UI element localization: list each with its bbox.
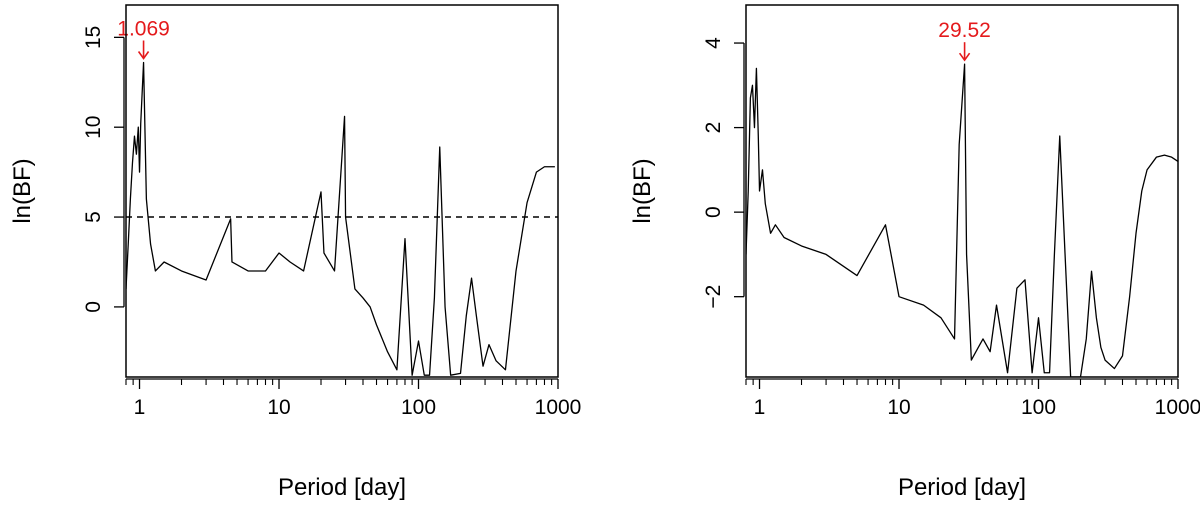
- right-y-axis: −2 0 2 4: [702, 37, 745, 309]
- left-y-axis-label: ln(BF): [9, 158, 36, 223]
- left-x-tick-label: 1000: [535, 396, 582, 419]
- right-annotation-label: 29.52: [938, 19, 991, 42]
- right-annotation: 29.52: [938, 19, 991, 62]
- left-annotation-arrow-head: [137, 51, 150, 60]
- right-x-tick-label: 1: [754, 396, 766, 419]
- right-x-axis-label: Period [day]: [898, 474, 1026, 501]
- left-plot-frame: [125, 4, 559, 378]
- right-series: [746, 63, 1178, 377]
- left-x-tick-label: 1: [134, 396, 146, 419]
- right-y-tick-label: 4: [702, 37, 725, 49]
- right-plot-frame: [745, 4, 1179, 378]
- right-panel: 29.52 1 10 100 1000 −2 0 2 4 Period [day] ln(B…: [629, 4, 1200, 501]
- right-x-axis: 1 10 100 1000: [745, 378, 1200, 419]
- left-y-axis: 0 5 10 15: [82, 26, 125, 313]
- left-y-tick-label: 5: [82, 211, 105, 223]
- right-annotation-arrow-head: [958, 52, 971, 62]
- left-x-axis-label: Period [day]: [278, 474, 406, 501]
- left-panel: 1.069 1 10 100 1000 0 5 10 15 Period [day] ln(…: [9, 4, 582, 501]
- left-series-line-0: [126, 61, 555, 376]
- right-y-tick-label: −2: [702, 285, 725, 309]
- left-x-tick-label: 10: [267, 396, 290, 419]
- right-x-tick-label: 100: [1021, 396, 1056, 419]
- left-annotation-label: 1.069: [117, 18, 170, 41]
- right-y-tick-label: 0: [702, 206, 725, 218]
- left-x-axis: 1 10 100 1000: [125, 378, 582, 419]
- right-y-tick-label: 2: [702, 122, 725, 134]
- right-x-tick-label: 1000: [1155, 396, 1200, 419]
- right-y-axis-label: ln(BF): [629, 158, 656, 223]
- left-y-tick-label: 15: [82, 26, 105, 49]
- left-y-tick-label: 10: [82, 116, 105, 139]
- left-series: [126, 61, 555, 376]
- left-annotation: 1.069: [117, 18, 170, 60]
- right-series-line-0: [746, 63, 1178, 377]
- right-x-tick-label: 10: [887, 396, 910, 419]
- left-x-tick-label: 100: [401, 396, 436, 419]
- left-y-tick-label: 0: [82, 301, 105, 313]
